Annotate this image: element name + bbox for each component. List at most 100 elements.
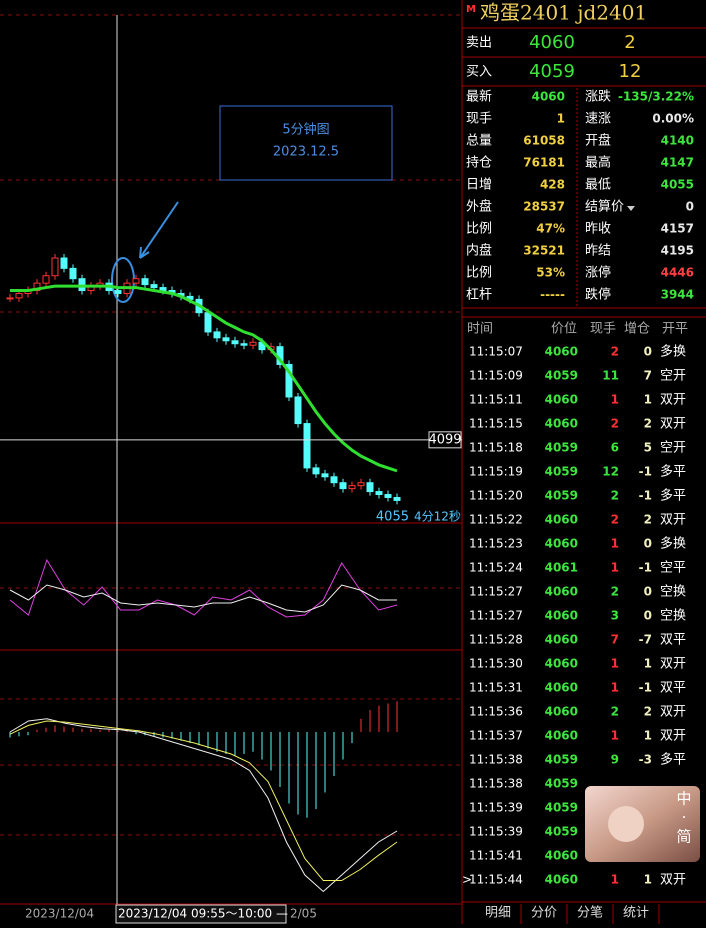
stat-value: 47% [536,222,565,236]
trade-time: 11:15:39 [469,801,523,815]
trade-time: 11:15:41 [469,849,523,863]
trade-time: 11:15:38 [469,777,523,791]
trade-type: 双开 [660,873,686,888]
candle [132,278,140,284]
trade-qty: 1 [611,561,619,575]
candle [330,476,338,484]
trade-time: 11:15:30 [469,657,523,671]
stat-value: 76181 [523,156,565,170]
candle [240,343,248,346]
title: 鸡蛋2401 jd2401 [480,1,647,25]
trade-time: 11:15:24 [469,561,523,575]
trade-qty: 6 [611,441,619,455]
trade-qty: 11 [602,369,619,383]
trade-header: 现手 [590,322,616,337]
trade-type: 双开 [660,705,686,720]
stat-label: 跌停 [585,287,611,303]
stat-label: 最新 [466,89,492,105]
candle [204,312,212,333]
trade-price: 4060 [545,873,578,887]
trade-time: 11:15:19 [469,465,523,479]
trade-change: 0 [644,609,652,623]
trade-time: 11:15:44 [469,873,523,887]
candle [231,340,239,345]
trade-change: 7 [644,369,652,383]
trade-price: 4059 [545,489,578,503]
dif-line [9,718,398,893]
marker: M [466,4,476,15]
trade-header: 时间 [467,322,493,337]
arrow-head [139,246,150,259]
trade-type: 空平 [660,561,686,576]
trade-time: 11:15:23 [469,537,523,551]
footer-box [115,904,287,924]
stat-label: 涨停 [585,265,611,281]
trade-qty: 1 [611,873,619,887]
trade-price: 4060 [545,633,578,647]
dropdown [627,206,635,211]
tab[interactable]: 统计 [623,906,649,921]
candle [339,482,347,490]
trade-change: 5 [644,441,652,455]
stat-value: 4140 [661,134,694,148]
quote-price: 4059 [529,61,575,82]
trade-type: 多换 [660,536,686,552]
stat-label: 日增 [466,178,492,193]
tab[interactable]: 明细 [485,906,511,921]
trade-change: 1 [644,729,652,743]
trade-time: 11:15:37 [469,729,523,743]
trade-time: 11:15:31 [469,681,523,695]
candle [348,485,356,490]
candle [213,331,221,339]
trade-type: 双开 [660,417,686,432]
trade-time: 11:15:27 [469,585,523,599]
quote-qty: 12 [619,61,642,82]
candle [15,292,23,299]
trade-qty: 1 [611,657,619,671]
row-pointer: > [462,873,472,887]
trade-qty: 1 [611,393,619,407]
candle [69,267,77,280]
trade-qty: 2 [611,345,619,359]
tab[interactable]: 分价 [531,906,557,921]
candle [294,396,302,425]
footer-date: 2/05 [290,907,317,921]
tab[interactable]: 分笔 [577,905,603,921]
avatar-text: 简 [676,828,691,846]
trade-price: 4060 [545,681,578,695]
trade-time: 11:15:11 [469,393,523,407]
trade-time: 11:15:38 [469,753,523,767]
trade-type: 空换 [660,609,686,624]
trade-price: 4059 [545,825,578,839]
candle [384,494,392,498]
stat-label: 最低 [585,178,611,193]
trade-price: 4061 [545,561,578,575]
trade-time: 11:15:36 [469,705,523,719]
crosshair-box [428,431,462,449]
quote-price: 4060 [529,32,575,53]
content: 4099 4055 4分12秒 2023/12/04 2023/12/04 09:55～… [0,32,694,924]
trade-price: 4060 [545,609,578,623]
stat-label: 杠杆 [466,287,492,303]
trade-price: 4060 [545,729,578,743]
trade-price: 4060 [545,585,578,599]
trade-price: 4060 [545,393,578,407]
trade-type: 多换 [660,344,686,360]
candle [285,363,293,398]
stat-value: 428 [540,178,565,192]
trade-header: 开平 [662,322,688,337]
trade-change: -7 [639,633,652,647]
candle [357,482,365,487]
trade-change: 2 [644,417,652,431]
trade-type: 双平 [660,681,686,696]
avatar-face [608,806,644,842]
trade-time: 11:15:15 [469,417,523,431]
candle [375,491,383,496]
stat-label: 最高 [585,155,611,171]
trade-qty: 1 [611,729,619,743]
k-line [9,558,398,618]
footer-range: 2023/12/04 09:55～10:00 — [118,907,288,921]
stat-value: 61058 [523,134,565,148]
trade-price: 4059 [545,801,578,815]
